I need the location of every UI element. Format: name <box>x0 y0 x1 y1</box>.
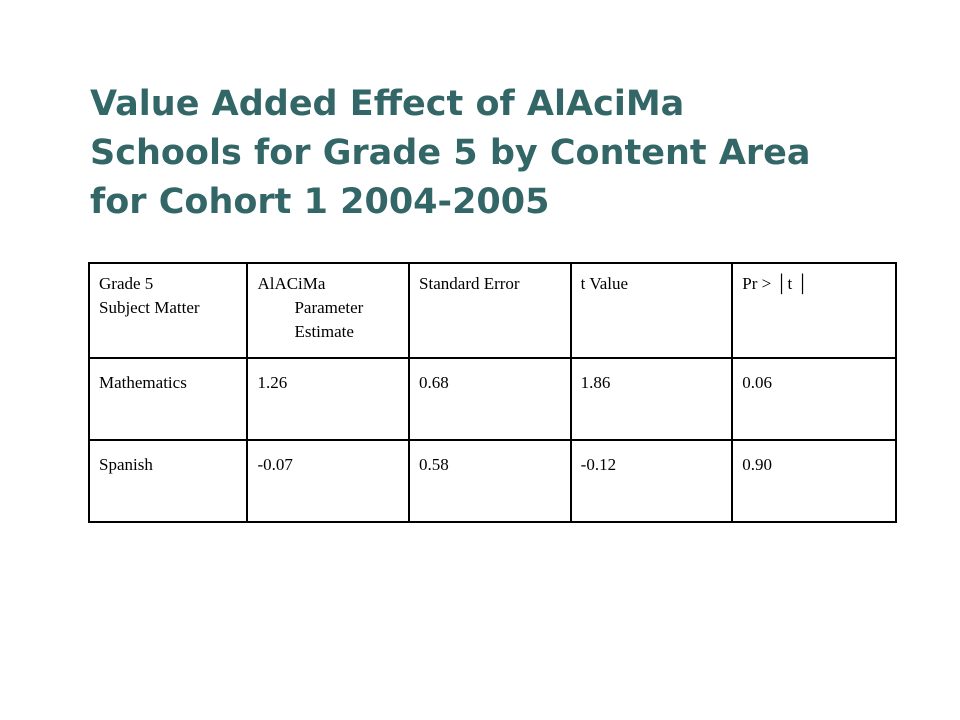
table-cell: -0.07 <box>246 439 411 523</box>
title-line-3: for Cohort 1 2004-2005 <box>90 182 550 222</box>
header-cell-standard-error: Standard Error <box>408 262 572 359</box>
header-text: Parameter <box>294 298 364 317</box>
table-header-row: Grade 5 Subject Matter AlACiMa Parameter… <box>87 262 897 359</box>
title-line-1: Value Added Effect of AlAciMa <box>90 84 685 124</box>
header-text: AlACiMa <box>257 274 326 293</box>
table-cell: Mathematics <box>87 357 249 441</box>
results-table: Grade 5 Subject Matter AlACiMa Parameter… <box>87 262 897 523</box>
table-cell: 1.26 <box>246 357 411 441</box>
table-cell: 0.68 <box>408 357 572 441</box>
header-cell-t-value: t Value <box>569 262 734 359</box>
table-cell: -0.12 <box>569 439 734 523</box>
table-cell: Spanish <box>87 439 249 523</box>
title-line-2: Schools for Grade 5 by Content Area <box>90 133 811 173</box>
table-row: Mathematics 1.26 0.68 1.86 0.06 <box>87 357 897 441</box>
header-text: Grade 5 <box>99 274 154 293</box>
table-cell: 0.58 <box>408 439 572 523</box>
slide-title: Value Added Effect of AlAciMa Schools fo… <box>90 80 910 227</box>
table-cell: 1.86 <box>569 357 734 441</box>
header-text: t Value <box>580 274 629 293</box>
table-cell: 0.06 <box>731 357 897 441</box>
header-cell-p-value: Pr > │t │ <box>731 262 897 359</box>
header-text: Standard Error <box>419 274 520 293</box>
table-cell: 0.90 <box>731 439 897 523</box>
header-text: Subject Matter <box>99 298 200 317</box>
header-cell-estimate: AlACiMa Parameter Estimate <box>246 262 411 359</box>
table-row: Spanish -0.07 0.58 -0.12 0.90 <box>87 439 897 523</box>
header-text: Pr > │t │ <box>742 274 809 293</box>
header-text: Estimate <box>294 322 354 341</box>
header-cell-subject: Grade 5 Subject Matter <box>87 262 249 359</box>
